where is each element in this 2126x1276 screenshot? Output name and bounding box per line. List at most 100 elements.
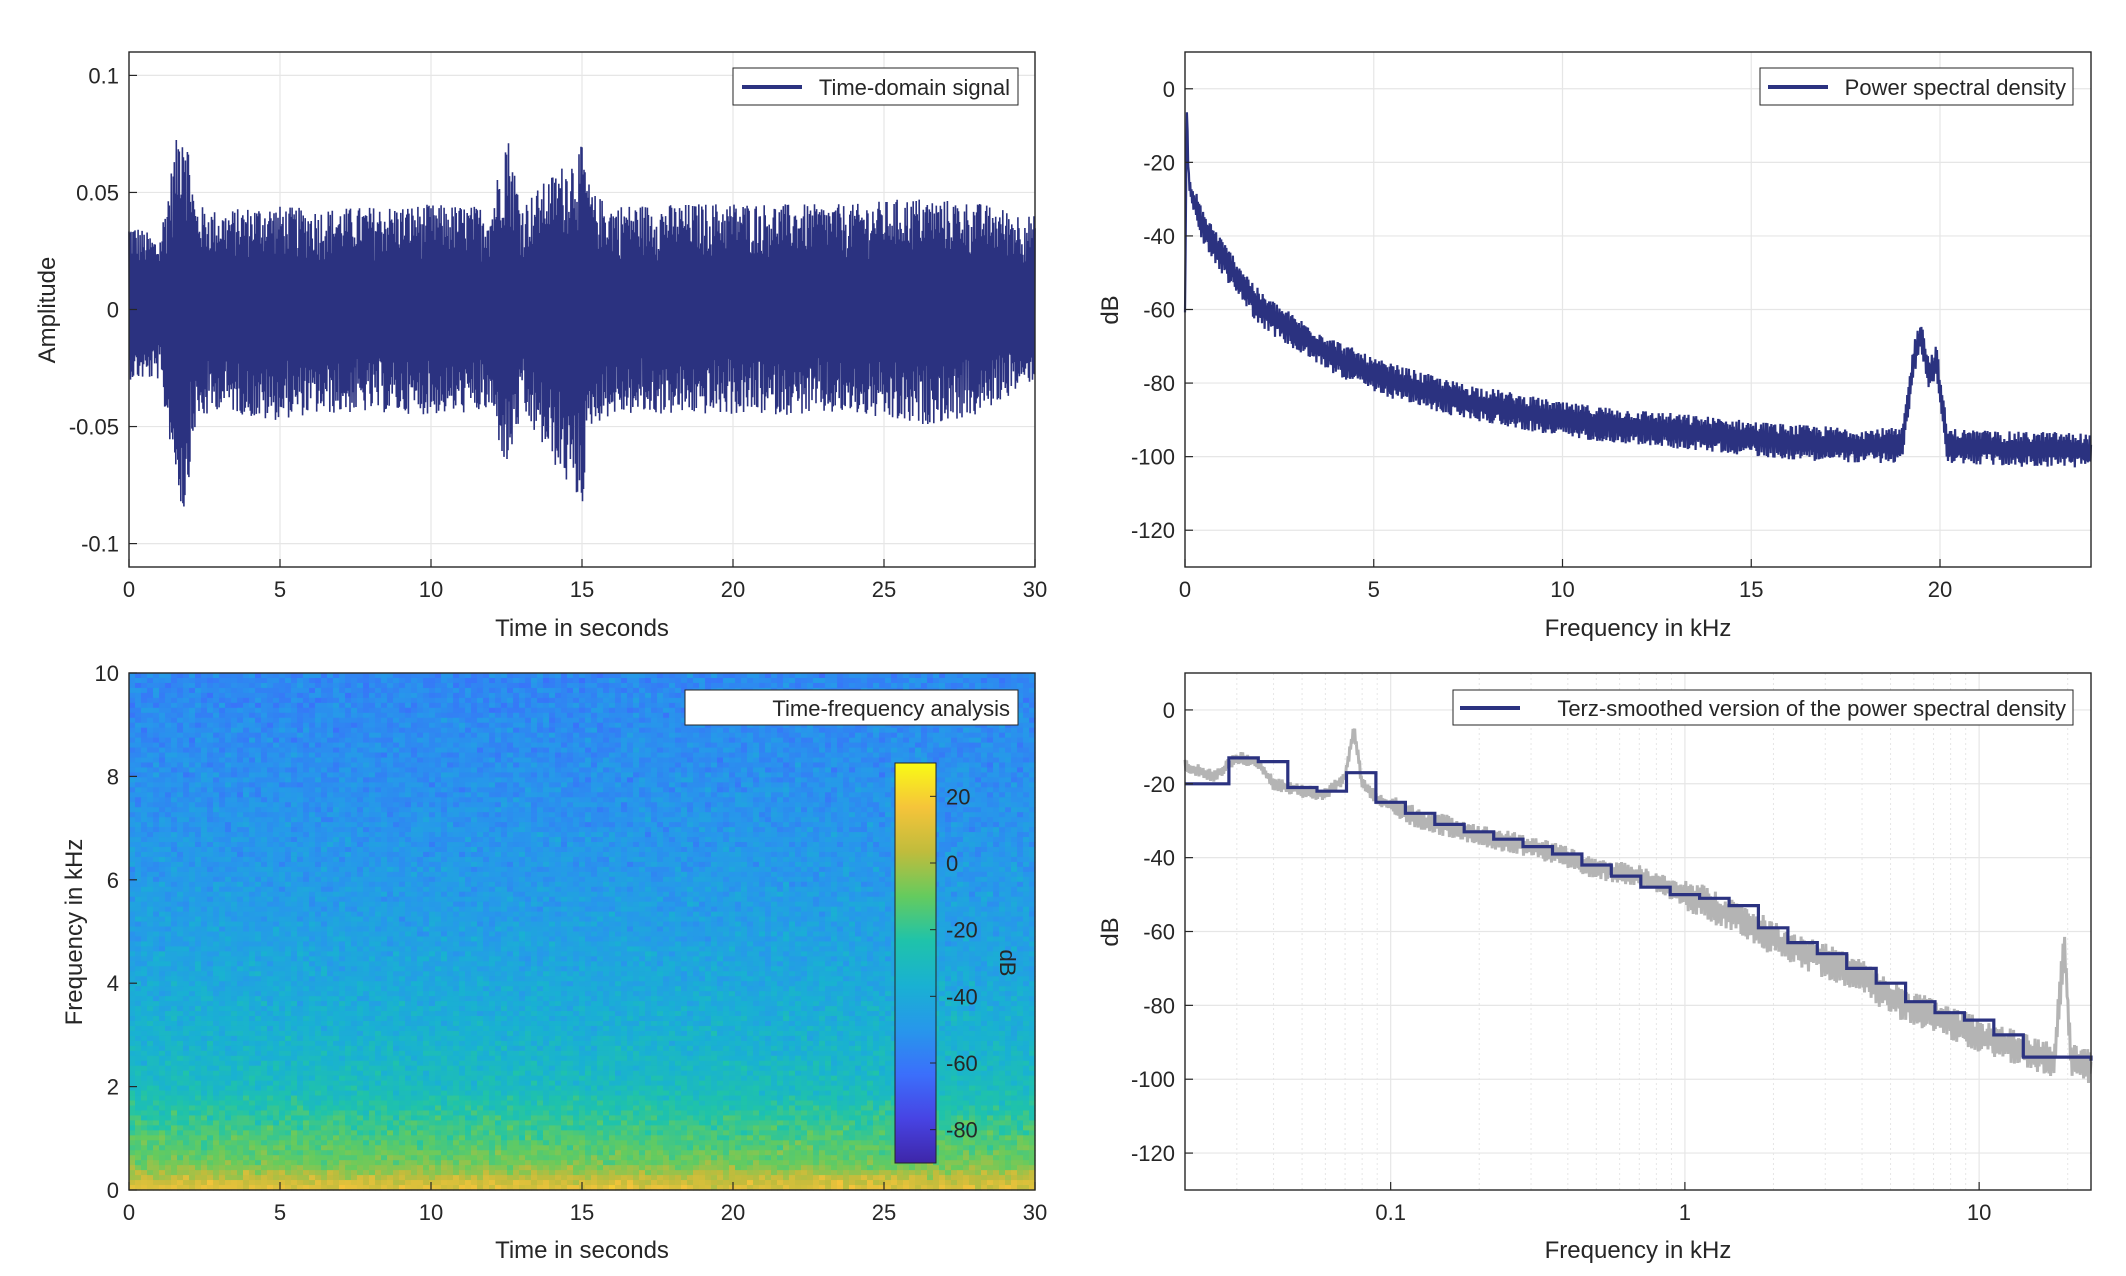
heatmap-cell bbox=[717, 752, 724, 759]
heatmap-cell bbox=[195, 767, 202, 774]
heatmap-cell bbox=[645, 762, 652, 769]
heatmap-cell bbox=[489, 722, 496, 729]
heatmap-cell bbox=[297, 817, 304, 823]
heatmap-cell bbox=[849, 747, 856, 754]
heatmap-cell bbox=[681, 762, 688, 769]
heatmap-cell bbox=[243, 677, 250, 684]
heatmap-cell bbox=[783, 677, 790, 684]
heatmap-cell bbox=[495, 832, 502, 838]
heatmap-cell bbox=[219, 832, 226, 838]
heatmap-cell bbox=[753, 827, 760, 833]
heatmap-cell bbox=[765, 682, 772, 689]
heatmap-cell bbox=[231, 722, 238, 729]
heatmap-cell bbox=[513, 752, 520, 759]
heatmap-cell bbox=[609, 762, 616, 769]
heatmap-cell bbox=[345, 722, 352, 729]
heatmap-cell bbox=[291, 767, 298, 774]
heatmap-cell bbox=[369, 822, 376, 828]
heatmap-cell bbox=[867, 757, 874, 764]
heatmap-cell bbox=[195, 782, 202, 788]
heatmap-cell bbox=[999, 812, 1006, 818]
heatmap-cell bbox=[1017, 697, 1024, 704]
heatmap-cell bbox=[237, 797, 244, 803]
heatmap-cell bbox=[219, 687, 226, 694]
heatmap-cell bbox=[165, 787, 172, 793]
heatmap-cell bbox=[369, 727, 376, 734]
heatmap-cell bbox=[1023, 802, 1030, 808]
heatmap-cell bbox=[267, 737, 274, 744]
heatmap-cell bbox=[921, 677, 928, 684]
heatmap-cell bbox=[447, 807, 454, 813]
heatmap-cell bbox=[597, 682, 604, 689]
heatmap-cell bbox=[381, 822, 388, 828]
heatmap-cell bbox=[729, 812, 736, 818]
heatmap-cell bbox=[147, 732, 154, 739]
heatmap-cell bbox=[333, 817, 340, 823]
heatmap-cell bbox=[687, 772, 694, 778]
heatmap-cell bbox=[141, 697, 148, 704]
heatmap-cell bbox=[801, 822, 808, 828]
heatmap-cell bbox=[813, 787, 820, 793]
heatmap-cell bbox=[141, 802, 148, 808]
heatmap-cell bbox=[507, 832, 514, 838]
heatmap-cell bbox=[525, 812, 532, 818]
heatmap-cell bbox=[1029, 717, 1036, 724]
heatmap-cell bbox=[297, 692, 304, 699]
heatmap-cell bbox=[789, 802, 796, 808]
heatmap-cell bbox=[837, 772, 844, 778]
heatmap-cell bbox=[369, 812, 376, 818]
heatmap-cell bbox=[219, 792, 226, 798]
heatmap-cell bbox=[135, 812, 142, 818]
heatmap-cell bbox=[1017, 802, 1024, 808]
heatmap-cell bbox=[195, 827, 202, 833]
heatmap-cell bbox=[411, 827, 418, 833]
heatmap-cell bbox=[657, 772, 664, 778]
heatmap-cell bbox=[327, 692, 334, 699]
heatmap-cell bbox=[153, 742, 160, 749]
heatmap-cell bbox=[231, 677, 238, 684]
heatmap-cell bbox=[567, 802, 574, 808]
heatmap-cell bbox=[417, 787, 424, 793]
heatmap-cell bbox=[579, 772, 586, 778]
heatmap-cell bbox=[525, 762, 532, 769]
heatmap-cell bbox=[393, 747, 400, 754]
heatmap-cell bbox=[693, 782, 700, 788]
heatmap-cell bbox=[579, 797, 586, 803]
heatmap-cell bbox=[621, 732, 628, 739]
heatmap-cell bbox=[837, 827, 844, 833]
heatmap-cell bbox=[483, 767, 490, 774]
heatmap-cell bbox=[681, 732, 688, 739]
heatmap-cell bbox=[513, 732, 520, 739]
heatmap-cell bbox=[291, 687, 298, 694]
heatmap-cell bbox=[579, 677, 586, 684]
heatmap-cell bbox=[345, 717, 352, 724]
heatmap-cell bbox=[981, 752, 988, 759]
heatmap-cell bbox=[249, 792, 256, 798]
heatmap-cell bbox=[159, 732, 166, 739]
heatmap-cell bbox=[675, 682, 682, 689]
heatmap-cell bbox=[207, 782, 214, 788]
heatmap-cell bbox=[369, 817, 376, 823]
heatmap-cell bbox=[789, 807, 796, 813]
heatmap-cell bbox=[783, 792, 790, 798]
heatmap-cell bbox=[417, 762, 424, 769]
heatmap-cell bbox=[303, 797, 310, 803]
heatmap-cell bbox=[639, 737, 646, 744]
heatmap-cell bbox=[543, 737, 550, 744]
heatmap-cell bbox=[831, 673, 838, 679]
heatmap-cell bbox=[843, 762, 850, 769]
heatmap-cell bbox=[309, 777, 316, 783]
heatmap-cell bbox=[603, 777, 610, 783]
heatmap-cell bbox=[759, 682, 766, 689]
heatmap-cell bbox=[543, 762, 550, 769]
heatmap-cell bbox=[363, 797, 370, 803]
heatmap-cell bbox=[675, 802, 682, 808]
heatmap-cell bbox=[867, 802, 874, 808]
heatmap-cell bbox=[603, 697, 610, 704]
heatmap-cell bbox=[507, 807, 514, 813]
heatmap-cell bbox=[729, 677, 736, 684]
heatmap-cell bbox=[243, 792, 250, 798]
heatmap-cell bbox=[357, 792, 364, 798]
heatmap-cell bbox=[231, 772, 238, 778]
heatmap-cell bbox=[201, 702, 208, 709]
